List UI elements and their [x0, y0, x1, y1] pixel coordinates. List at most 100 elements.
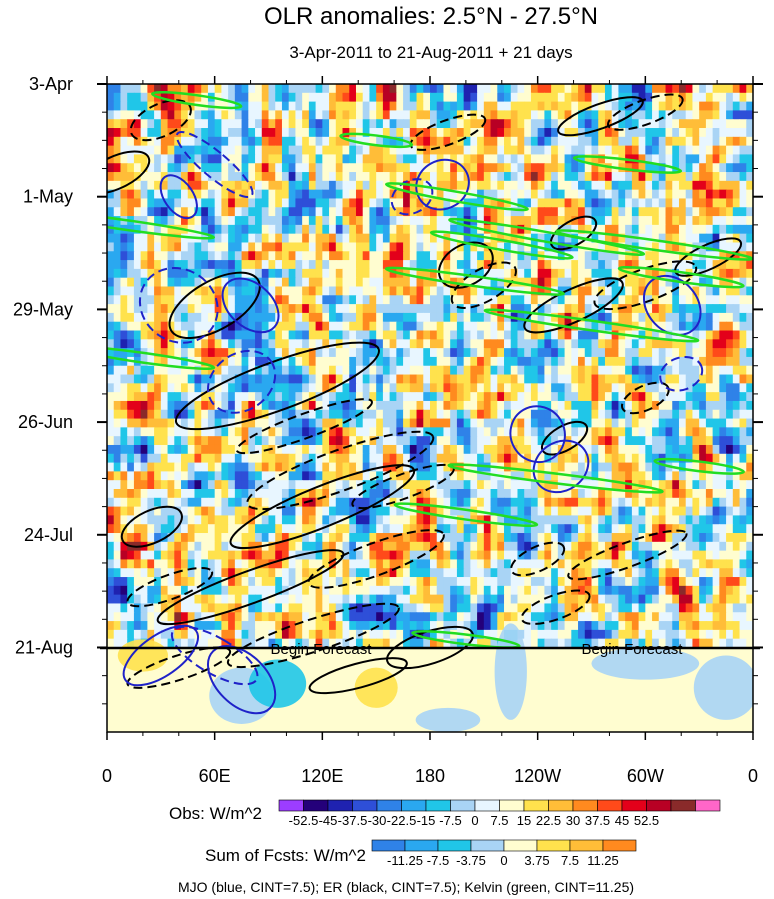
- heatmap-cell: [207, 339, 216, 349]
- heatmap-cell: [382, 251, 391, 261]
- heatmap-cell: [113, 92, 122, 103]
- heatmap-cell: [578, 251, 586, 261]
- heatmap-cell: [665, 268, 673, 279]
- heatmap-cell: [631, 277, 640, 288]
- heatmap-cell: [591, 119, 599, 129]
- heatmap-cell: [551, 506, 559, 517]
- heatmap-cell: [456, 533, 465, 543]
- heatmap-cell: [544, 260, 552, 270]
- heatmap-cell: [107, 356, 115, 367]
- heatmap-cell: [631, 295, 640, 305]
- heatmap-cell: [571, 128, 579, 138]
- heatmap-cell: [557, 198, 566, 208]
- heatmap-cell: [302, 312, 310, 323]
- heatmap-cell: [638, 400, 646, 411]
- heatmap-cell: [187, 304, 196, 314]
- heatmap-cell: [268, 242, 276, 252]
- heatmap-cell: [665, 427, 673, 437]
- heatmap-cell: [557, 365, 566, 376]
- heatmap-cell: [625, 260, 633, 270]
- heatmap-cell: [517, 489, 525, 499]
- heatmap-cell: [140, 163, 148, 173]
- heatmap-cell: [631, 136, 640, 147]
- heatmap-cell: [719, 163, 727, 173]
- heatmap-cell: [645, 268, 653, 279]
- heatmap-cell: [382, 224, 391, 235]
- heatmap-cell: [201, 339, 209, 349]
- heatmap-cell: [726, 489, 734, 499]
- heatmap-cell: [578, 365, 586, 376]
- heatmap-cell: [160, 462, 169, 472]
- heatmap-cell: [389, 268, 397, 279]
- heatmap-cell: [443, 489, 451, 499]
- heatmap-cell: [355, 128, 364, 138]
- heatmap-cell: [329, 145, 337, 156]
- heatmap-cell: [127, 180, 135, 191]
- heatmap-cell: [113, 110, 122, 120]
- heatmap-cell: [268, 330, 276, 340]
- heatmap-cell: [699, 400, 707, 411]
- heatmap-cell: [140, 471, 148, 481]
- heatmap-cell: [672, 392, 680, 402]
- heatmap-cell: [712, 224, 720, 235]
- heatmap-cell: [631, 145, 640, 156]
- heatmap-cell: [403, 471, 411, 481]
- heatmap-cell: [140, 304, 148, 314]
- heatmap-cell: [288, 207, 297, 217]
- heatmap-cell: [658, 427, 667, 437]
- heatmap-cell: [652, 251, 660, 261]
- heatmap-cell: [308, 304, 317, 314]
- heatmap-cell: [504, 392, 512, 402]
- heatmap-cell: [685, 339, 694, 349]
- heatmap-cell: [557, 154, 566, 164]
- heatmap-cell: [349, 277, 357, 288]
- heatmap-cell: [214, 392, 222, 402]
- heatmap-cell: [369, 251, 377, 261]
- heatmap-cell: [450, 101, 458, 112]
- heatmap-cell: [739, 216, 747, 226]
- heatmap-cell: [584, 515, 593, 525]
- heatmap-cell: [281, 119, 290, 129]
- heatmap-cell: [140, 506, 148, 517]
- heatmap-cell: [187, 277, 196, 288]
- heatmap-cell: [504, 216, 512, 226]
- heatmap-cell: [732, 400, 741, 411]
- heatmap-cell: [113, 260, 122, 270]
- heatmap-cell: [456, 84, 465, 94]
- heatmap-cell: [530, 101, 539, 112]
- heatmap-cell: [578, 348, 586, 358]
- heatmap-cell: [335, 92, 344, 103]
- heatmap-cell: [504, 436, 512, 446]
- heatmap-cell: [416, 515, 424, 525]
- heatmap-cell: [705, 339, 714, 349]
- heatmap-cell: [530, 207, 539, 217]
- heatmap-cell: [342, 136, 350, 147]
- heatmap-cell: [678, 436, 687, 446]
- heatmap-cell: [167, 489, 175, 499]
- heatmap-cell: [584, 180, 593, 191]
- heatmap-cell: [133, 101, 142, 112]
- heatmap-cell: [638, 365, 646, 376]
- heatmap-cell: [598, 427, 606, 437]
- heatmap-cell: [174, 180, 182, 191]
- heatmap-cell: [436, 480, 445, 490]
- heatmap-cell: [719, 400, 727, 411]
- heatmap-cell: [194, 119, 202, 129]
- heatmap-cell: [302, 84, 310, 94]
- heatmap-cell: [726, 436, 734, 446]
- heatmap-cell: [477, 136, 485, 147]
- heatmap-cell: [652, 119, 660, 129]
- heatmap-cell: [537, 172, 545, 182]
- heatmap-cell: [598, 392, 606, 402]
- heatmap-cell: [584, 101, 593, 112]
- heatmap-cell: [107, 84, 115, 94]
- heatmap-cell: [557, 330, 566, 340]
- heatmap-cell: [369, 233, 377, 244]
- heatmap-cell: [598, 330, 606, 340]
- heatmap-cell: [618, 409, 626, 420]
- heatmap-cell: [194, 295, 202, 305]
- heatmap-cell: [181, 233, 189, 244]
- heatmap-cell: [167, 480, 175, 490]
- heatmap-cell: [564, 497, 572, 508]
- heatmap-cell: [194, 189, 202, 200]
